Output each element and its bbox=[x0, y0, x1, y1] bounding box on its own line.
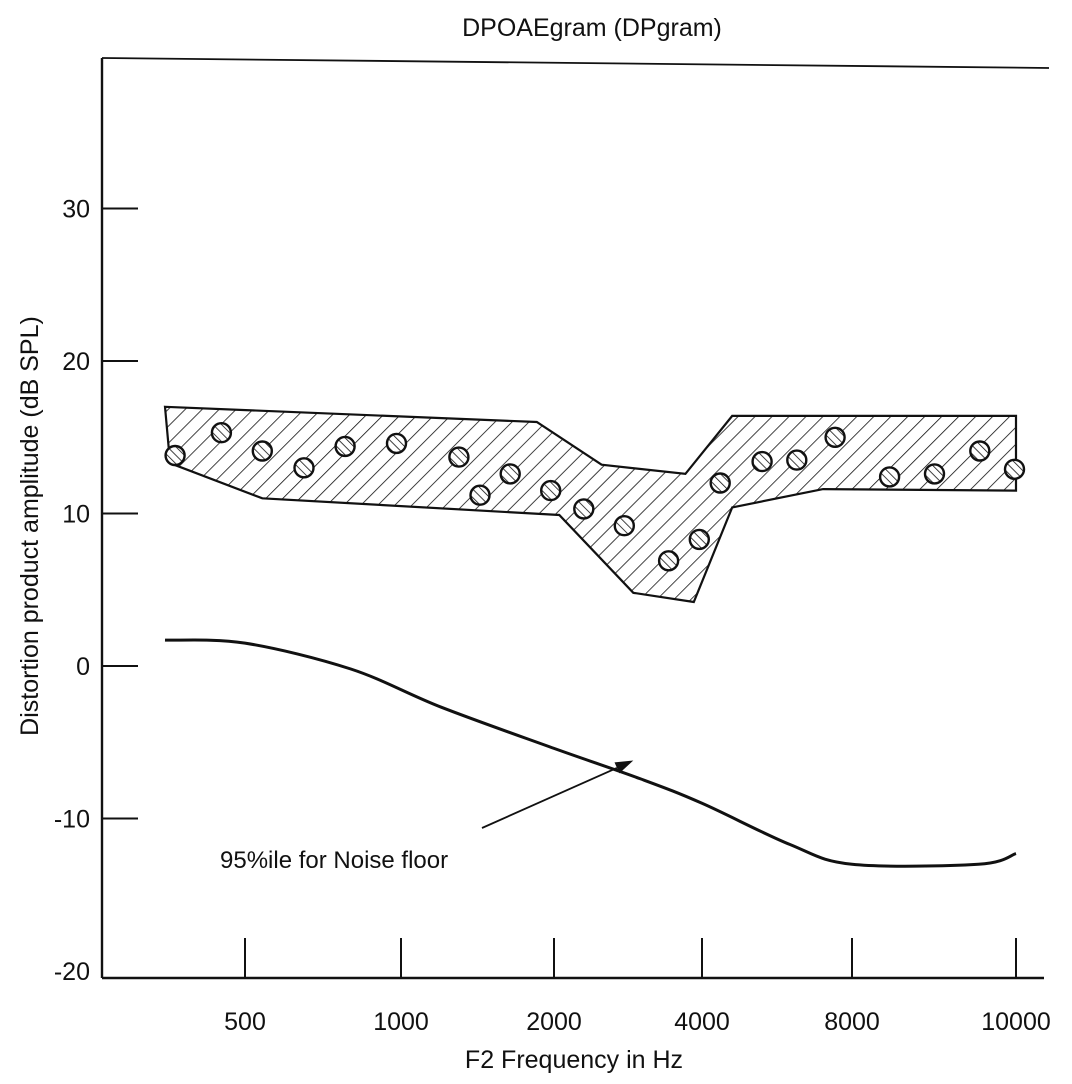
data-point bbox=[164, 444, 186, 467]
y-tick-label: 20 bbox=[62, 348, 90, 376]
data-point bbox=[385, 432, 408, 455]
annotation-arrow bbox=[481, 767, 618, 829]
x-tick-label: 2000 bbox=[526, 1008, 582, 1036]
data-point bbox=[969, 440, 991, 462]
x-tick-label: 4000 bbox=[674, 1008, 730, 1036]
data-point bbox=[824, 426, 846, 448]
data-point bbox=[657, 550, 680, 572]
data-point bbox=[878, 466, 901, 488]
data-point bbox=[709, 472, 731, 494]
y-tick-group: 30 20 10 0 -10 -20 bbox=[54, 196, 138, 986]
data-point bbox=[469, 484, 491, 506]
y-tick-label: 0 bbox=[76, 653, 90, 681]
data-point bbox=[499, 463, 521, 485]
data-point bbox=[210, 422, 233, 444]
y-tick-label: 30 bbox=[62, 196, 90, 224]
x-tick-group: 500 1000 2000 4000 8000 10000 bbox=[224, 938, 1051, 1036]
x-tick-label: 8000 bbox=[824, 1008, 880, 1036]
data-point bbox=[751, 450, 773, 473]
x-tick-label: 500 bbox=[224, 1008, 266, 1036]
chart-title: DPOAEgram (DPgram) bbox=[462, 14, 722, 42]
data-point bbox=[786, 449, 808, 471]
data-point bbox=[923, 463, 946, 485]
data-point bbox=[334, 435, 356, 458]
y-axis-label: Distortion product amplitude (dB SPL) bbox=[16, 316, 44, 736]
data-point bbox=[1003, 458, 1026, 480]
y-tick-label: -20 bbox=[54, 958, 90, 986]
data-point bbox=[448, 446, 470, 468]
data-point bbox=[688, 528, 710, 551]
noise-floor-curve bbox=[164, 638, 1017, 868]
data-point bbox=[251, 440, 273, 462]
data-point bbox=[293, 457, 315, 479]
x-tick-label: 1000 bbox=[373, 1008, 429, 1036]
annotation-arrowhead bbox=[614, 760, 634, 774]
data-point-layer bbox=[164, 422, 1026, 572]
top-frame-line bbox=[101, 57, 1050, 69]
x-tick-label: 10000 bbox=[981, 1008, 1051, 1036]
noise-floor-layer bbox=[164, 638, 1017, 868]
y-tick-label: -10 bbox=[54, 806, 90, 834]
x-axis-label: F2 Frequency in Hz bbox=[465, 1046, 683, 1074]
annotation-noise-floor: 95%ile for Noise floor bbox=[220, 847, 448, 874]
data-point bbox=[613, 515, 635, 537]
y-tick-label: 10 bbox=[62, 501, 90, 529]
data-point bbox=[540, 479, 562, 502]
data-point bbox=[573, 498, 595, 520]
